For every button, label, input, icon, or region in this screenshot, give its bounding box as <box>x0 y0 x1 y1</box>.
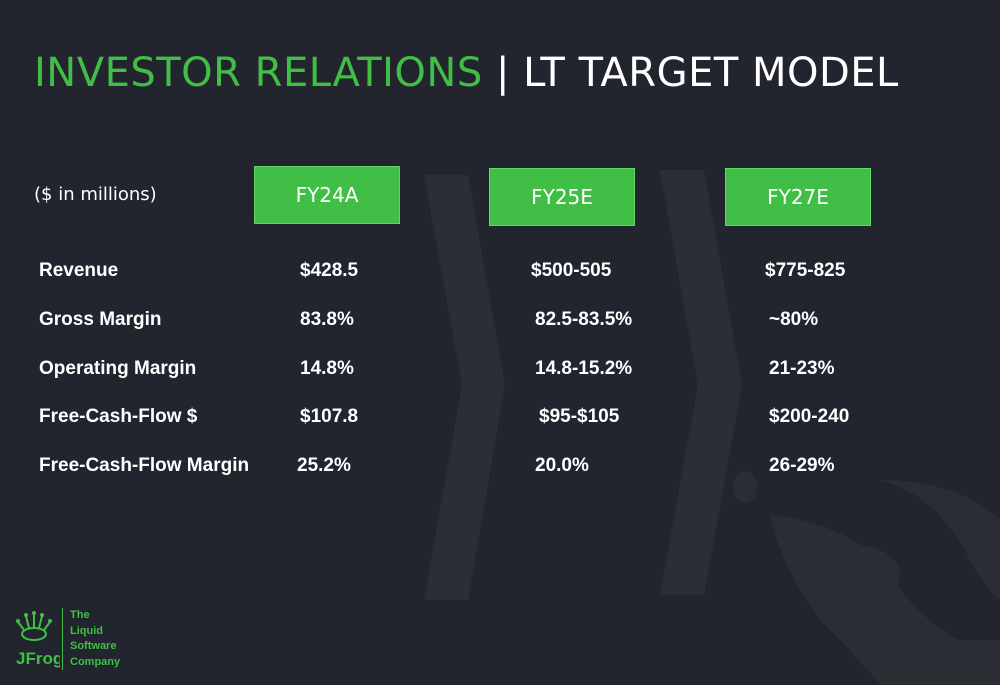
chevron-arrow-1 <box>424 175 505 600</box>
frog-crown-icon: JFrog <box>16 611 60 668</box>
cell-fy25e: $95-$105 <box>539 406 620 427</box>
cell-fy24a: $428.5 <box>300 260 359 281</box>
cell-fy24a: 14.8% <box>300 358 354 379</box>
cell-fy27e: ~80% <box>769 309 819 330</box>
title-separator: | <box>495 50 510 96</box>
tagline-line: Software <box>70 640 117 652</box>
chevron-arrow-2 <box>660 170 742 595</box>
cell-fy25e: 14.8-15.2% <box>535 358 633 379</box>
cell-fy27e: 26-29% <box>769 455 835 476</box>
column-header-fy27e: FY27E <box>725 168 871 226</box>
cell-fy24a: $107.8 <box>300 406 359 427</box>
cell-fy25e: $500-505 <box>531 260 612 281</box>
title-highlight: INVESTOR RELATIONS <box>34 50 483 96</box>
tagline-line: Company <box>70 655 121 668</box>
title-rest: LT TARGET MODEL <box>523 50 899 96</box>
page-title: INVESTOR RELATIONS | LT TARGET MODEL <box>34 50 899 96</box>
cell-fy25e: 20.0% <box>535 455 589 476</box>
column-header-fy25e: FY25E <box>489 168 635 226</box>
row-label: Free-Cash-Flow $ <box>39 406 198 427</box>
logo-tagline: The Liquid Software Company <box>70 608 120 670</box>
tagline-line: Liquid <box>70 624 103 637</box>
units-note: ($ in millions) <box>34 184 157 205</box>
row-label: Revenue <box>39 260 119 281</box>
cell-fy24a: 25.2% <box>297 455 351 476</box>
tagline-line: The <box>70 609 90 621</box>
row-label: Free-Cash-Flow Margin <box>39 455 250 476</box>
cell-fy27e: $775-825 <box>765 260 846 281</box>
frog-watermark-icon <box>733 471 1000 685</box>
column-header-fy24a: FY24A <box>254 166 400 224</box>
cell-fy27e: 21-23% <box>769 358 835 379</box>
logo-divider <box>62 608 63 670</box>
row-label: Operating Margin <box>39 358 197 379</box>
cell-fy27e: $200-240 <box>769 406 850 427</box>
jfrog-logo: JFrog The Liquid Software Company <box>12 606 132 672</box>
logo-wordmark: JFrog <box>16 649 60 668</box>
cell-fy24a: 83.8% <box>300 309 354 330</box>
cell-fy25e: 82.5-83.5% <box>535 309 633 330</box>
row-label: Gross Margin <box>39 309 162 330</box>
